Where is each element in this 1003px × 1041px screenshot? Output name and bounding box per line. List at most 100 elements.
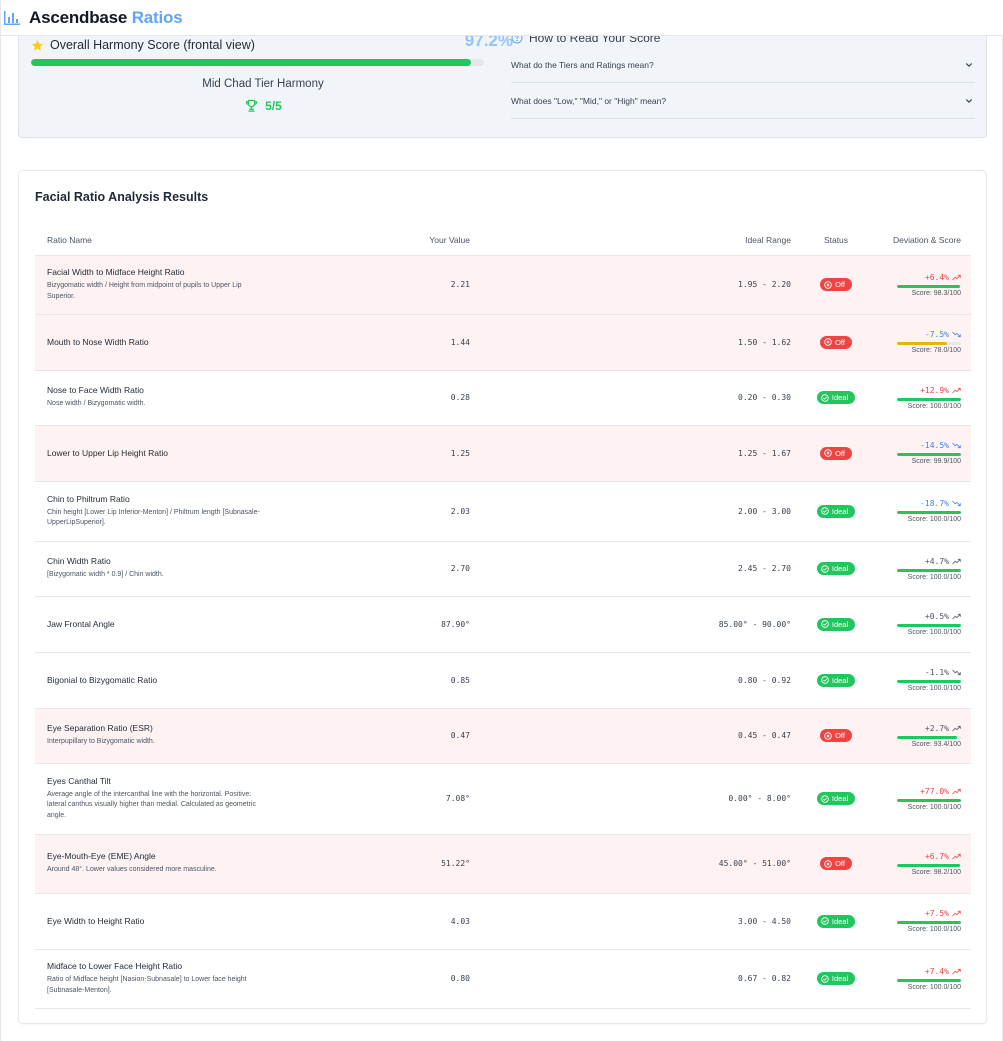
col-ratio-name[interactable]: Ratio Name <box>35 226 335 256</box>
score-text: Score: 99.9/100 <box>911 458 961 465</box>
ratio-name: Eye Width to Height Ratio <box>47 916 145 926</box>
deviation-value: +77.0% <box>881 787 961 796</box>
check-circle-icon <box>821 974 829 983</box>
table-row: Nose to Face Width Ratio Nose width / Biz… <box>35 370 971 426</box>
deviation-cell: -14.5% Score: 99.9/100 <box>881 425 971 482</box>
ratio-description: Average angle of the intercanthal line w… <box>47 790 256 819</box>
your-value: 87.90° <box>335 596 470 653</box>
ideal-range: 45.00° - 51.00° <box>470 834 791 894</box>
table-row: Jaw Frontal Angle 87.90° 85.00° - 90.00° Id… <box>35 596 971 653</box>
score-text: Score: 100.0/100 <box>907 803 961 811</box>
trending-up-icon <box>952 387 961 393</box>
table-row: Eye-Mouth-Eye (EME) Angle Around 48°. Low… <box>35 834 971 894</box>
col-deviation-score[interactable]: Deviation & Score <box>881 226 971 256</box>
score-bar-fill <box>897 863 960 867</box>
your-value: 51.22° <box>335 834 470 894</box>
ratio-description: Chin height [Lower Lip Inferior-Menton] … <box>47 508 260 527</box>
status-badge: Off <box>820 857 852 870</box>
score-bar-fill <box>897 284 960 288</box>
how-to-read-section: How to Read Your Score What do the Tiers… <box>511 31 975 119</box>
status-badge: Off <box>820 729 852 742</box>
deviation-cell: +0.5% Score: 100.0/100 <box>881 596 971 653</box>
accordion-item-1[interactable]: What do the Tiers and Ratings mean? <box>511 47 975 83</box>
ratio-name-cell: Eye-Mouth-Eye (EME) Angle Around 48°. Low… <box>35 834 335 894</box>
score-bar-fill <box>897 921 961 924</box>
score-text: Score: 100.0/100 <box>907 402 961 410</box>
ratio-name-cell: Nose to Face Width Ratio Nose width / Biz… <box>35 370 335 426</box>
status-cell: Ideal <box>791 949 881 1009</box>
ideal-range: 2.00 - 3.00 <box>470 481 791 542</box>
status-badge: Ideal <box>816 504 856 518</box>
table-row: Midface to Lower Face Height Ratio Ratio … <box>35 949 971 1009</box>
ratio-name: Chin to Philtrum Ratio <box>47 493 130 504</box>
ratio-name: Lower to Upper Lip Height Ratio <box>47 448 168 458</box>
col-status[interactable]: Status <box>791 226 881 256</box>
deviation-cell: +7.4% Score: 100.0/100 <box>881 949 971 1009</box>
your-value: 0.80 <box>335 949 470 1009</box>
score-bar <box>897 680 961 683</box>
table-row: Chin to Philtrum Ratio Chin height [Lower… <box>35 481 971 542</box>
score-bar-fill <box>897 735 957 739</box>
trending-down-icon <box>952 331 961 338</box>
status-badge: Ideal <box>816 617 856 631</box>
status-cell: Ideal <box>791 763 881 835</box>
brand-title[interactable]: Ascendbase Ratios <box>29 7 183 27</box>
table-row: Lower to Upper Lip Height Ratio 1.25 1.25 … <box>35 425 971 482</box>
ratio-name-cell: Facial Width to Midface Height Ratio Bizy… <box>35 255 335 315</box>
tier-score: 5/5 <box>31 98 495 113</box>
check-circle-icon <box>821 564 829 573</box>
ratio-name-cell: Mouth to Nose Width Ratio <box>35 314 335 371</box>
col-ideal-range[interactable]: Ideal Range <box>470 226 791 256</box>
score-bar <box>897 798 961 802</box>
deviation-value: -7.5% <box>881 330 961 339</box>
trending-up-icon <box>952 853 961 859</box>
deviation-cell: -18.7% Score: 100.0/100 <box>881 481 971 542</box>
ratio-description: Interpupillary to Bizygomatic width. <box>47 738 155 746</box>
ideal-range: 1.50 - 1.62 <box>470 314 791 371</box>
ideal-range: 0.67 - 0.82 <box>470 949 791 1009</box>
harmony-score-panel: Overall Harmony Score (frontal view) 97.… <box>18 20 987 138</box>
deviation-cell: -1.1% Score: 100.0/100 <box>881 652 971 709</box>
table-row: Eye Separation Ratio (ESR) Interpupillary… <box>35 708 971 764</box>
status-cell: Off <box>791 834 881 894</box>
ratio-name: Bigonial to Bizygomatic Ratio <box>47 675 158 685</box>
x-circle-icon <box>824 449 832 457</box>
deviation-cell: +77.0% Score: 100.0/100 <box>881 763 971 835</box>
status-badge: Off <box>820 335 852 349</box>
deviation-cell: +12.9% Score: 100.0/100 <box>881 370 971 426</box>
table-row: Bigonial to Bizygomatic Ratio 0.85 0.80 - … <box>35 652 971 709</box>
ratio-name-cell: Midface to Lower Face Height Ratio Ratio … <box>35 949 335 1009</box>
deviation-value: +6.7% <box>881 852 961 861</box>
ideal-range: 1.25 - 1.67 <box>470 425 791 482</box>
deviation-value: +4.7% <box>881 557 961 566</box>
col-your-value[interactable]: Your Value <box>335 226 470 256</box>
ratio-name-cell: Jaw Frontal Angle <box>35 596 335 653</box>
deviation-value: +12.9% <box>881 386 961 395</box>
deviation-value: +0.5% <box>881 612 961 621</box>
ratio-description: [Bizygomatic width * 0.9] / Chin width. <box>47 571 164 579</box>
status-cell: Off <box>791 255 881 315</box>
status-badge: Ideal <box>816 972 856 985</box>
score-bar-fill <box>897 342 947 345</box>
status-cell: Ideal <box>791 893 881 950</box>
accordion-item-2[interactable]: What does "Low," "Mid," or "High" mean? <box>511 83 975 119</box>
table-row: Eye Width to Height Ratio 4.03 3.00 - 4.50… <box>35 893 971 950</box>
deviation-value: +6.4% <box>881 273 961 282</box>
check-circle-icon <box>821 393 829 402</box>
ratio-name-cell: Chin Width Ratio [Bizygomatic width * 0.9… <box>35 541 335 597</box>
deviation-value: -18.7% <box>881 499 961 508</box>
trending-down-icon <box>952 500 961 507</box>
table-header-row: Ratio Name Your Value Ideal Range Status… <box>35 226 971 256</box>
trending-up-icon <box>952 613 961 620</box>
deviation-cell: +6.7% Score: 98.2/100 <box>881 834 971 894</box>
status-cell: Ideal <box>791 541 881 597</box>
top-bar: Ascendbase Ratios <box>1 0 1003 36</box>
ideal-range: 0.45 - 0.47 <box>470 708 791 764</box>
x-circle-icon <box>824 859 832 868</box>
score-text: Score: 100.0/100 <box>907 685 961 692</box>
status-cell: Ideal <box>791 370 881 426</box>
your-value: 2.70 <box>335 541 470 597</box>
status-badge: Ideal <box>816 562 856 575</box>
results-table: Ratio Name Your Value Ideal Range Status… <box>35 226 971 1009</box>
